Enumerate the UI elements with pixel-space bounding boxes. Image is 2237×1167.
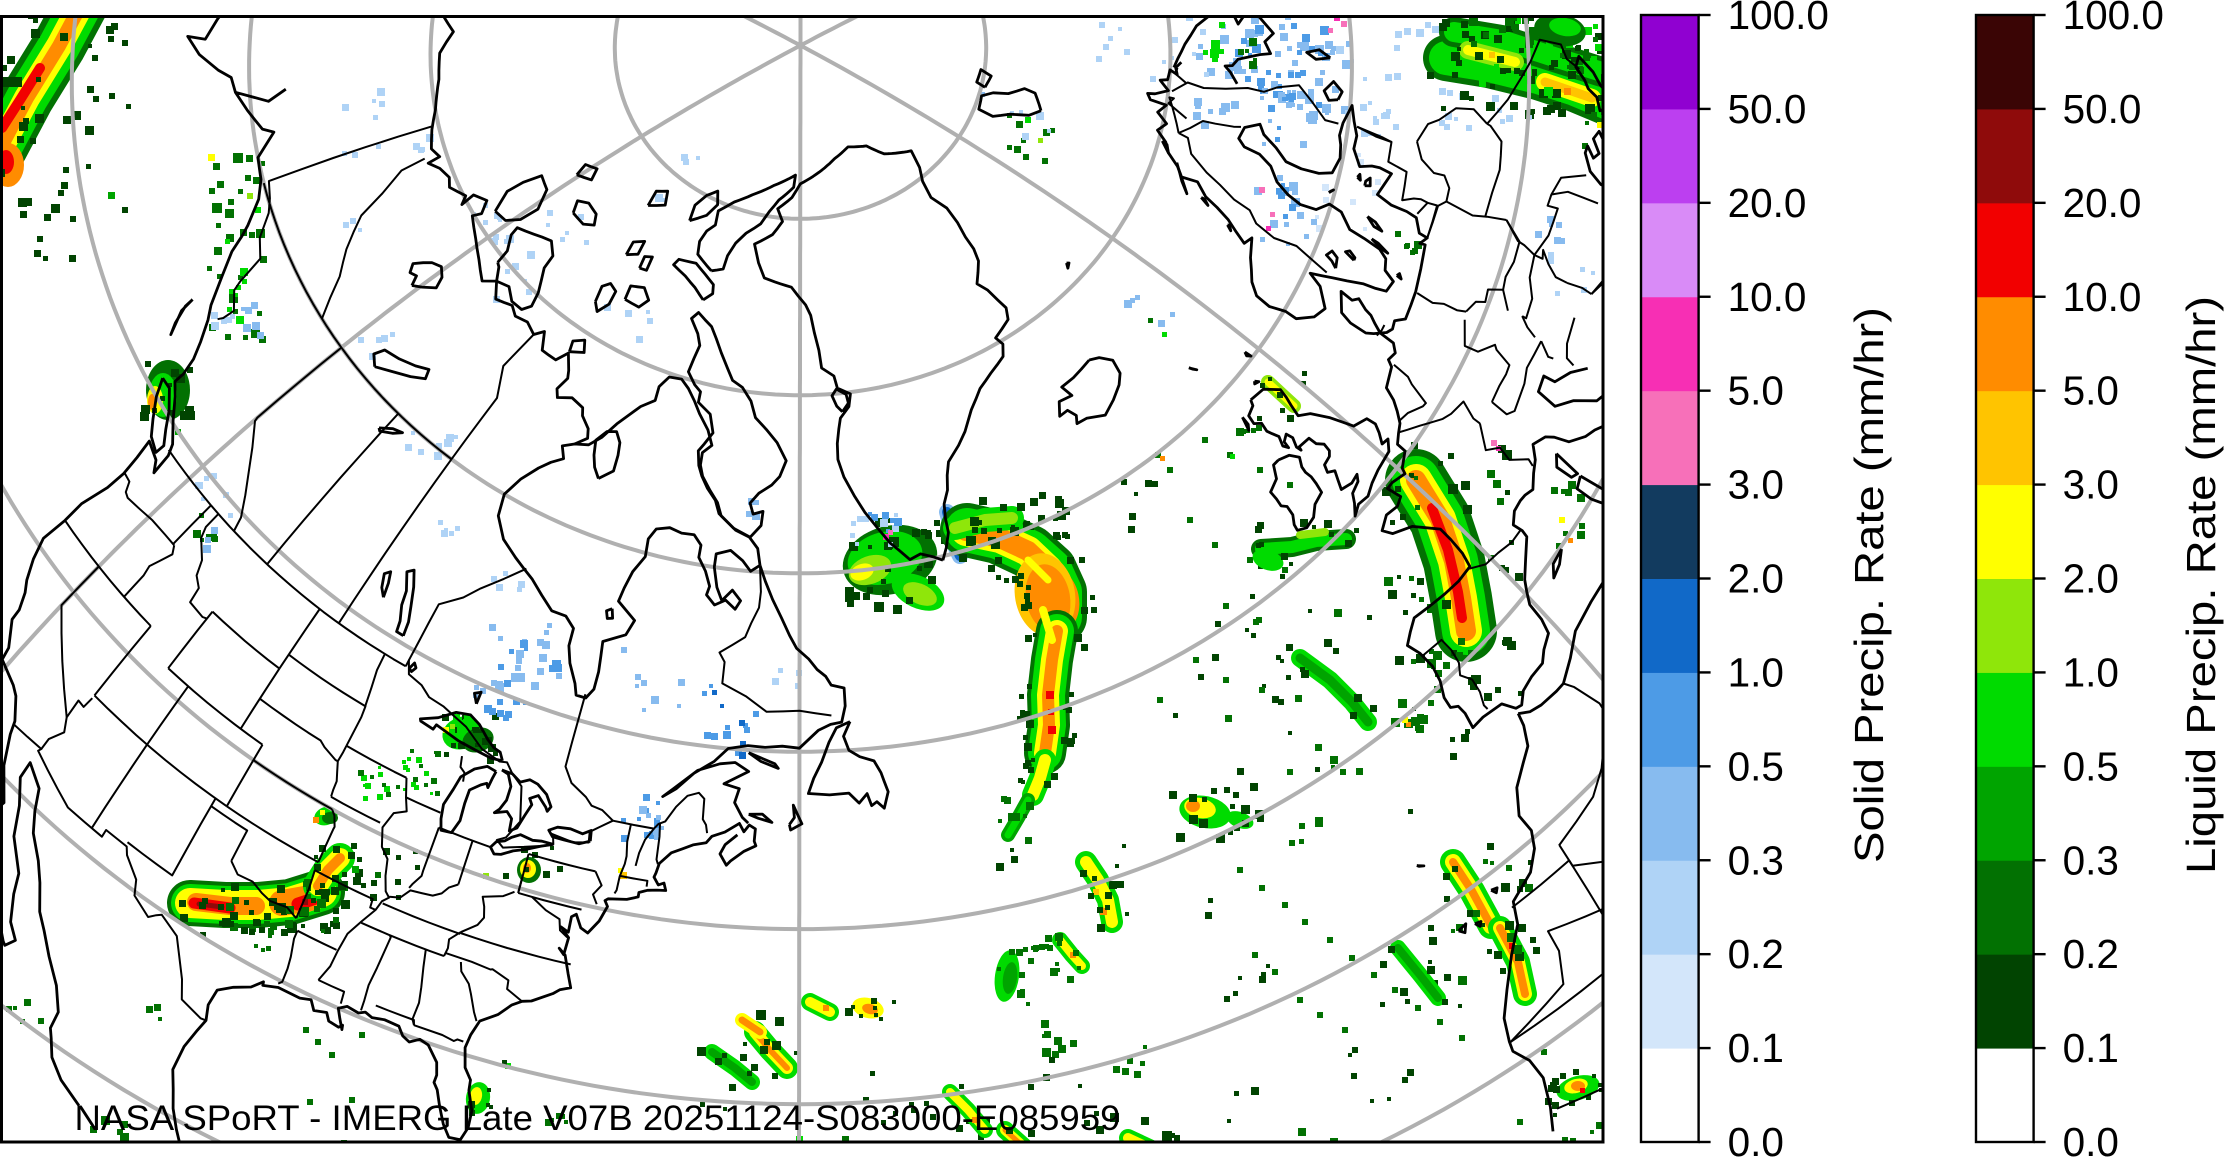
svg-text:2.0: 2.0 (2063, 556, 2119, 602)
svg-text:0.2: 0.2 (2063, 931, 2119, 977)
svg-text:0.5: 0.5 (1728, 743, 1784, 789)
svg-text:2.0: 2.0 (1728, 556, 1784, 602)
svg-text:50.0: 50.0 (1728, 86, 1807, 132)
svg-text:NASA SPoRT - IMERG Late V07B 2: NASA SPoRT - IMERG Late V07B 20251124-S0… (75, 1098, 1121, 1138)
svg-text:0.0: 0.0 (1728, 1119, 1784, 1165)
svg-text:0.1: 0.1 (1728, 1025, 1784, 1071)
svg-text:0.0: 0.0 (2063, 1119, 2119, 1165)
svg-text:100.0: 100.0 (1728, 0, 1829, 38)
svg-text:5.0: 5.0 (1728, 368, 1784, 414)
svg-text:3.0: 3.0 (2063, 462, 2119, 508)
svg-text:5.0: 5.0 (2063, 368, 2119, 414)
svg-text:0.1: 0.1 (2063, 1025, 2119, 1071)
svg-text:20.0: 20.0 (2063, 180, 2142, 226)
svg-text:20.0: 20.0 (1728, 180, 1807, 226)
svg-text:0.3: 0.3 (2063, 837, 2119, 883)
svg-text:10.0: 10.0 (1728, 274, 1807, 320)
svg-text:0.2: 0.2 (1728, 931, 1784, 977)
svg-text:0.5: 0.5 (2063, 743, 2119, 789)
svg-text:10.0: 10.0 (2063, 274, 2142, 320)
svg-text:0.3: 0.3 (1728, 837, 1784, 883)
svg-text:Solid Precip. Rate (mm/hr): Solid Precip. Rate (mm/hr) (1846, 307, 1892, 863)
svg-text:3.0: 3.0 (1728, 462, 1784, 508)
svg-text:50.0: 50.0 (2063, 86, 2142, 132)
svg-text:Liquid Precip. Rate (mm/hr): Liquid Precip. Rate (mm/hr) (2178, 296, 2224, 874)
svg-text:100.0: 100.0 (2063, 0, 2164, 38)
svg-text:1.0: 1.0 (1728, 649, 1784, 695)
svg-text:1.0: 1.0 (2063, 649, 2119, 695)
